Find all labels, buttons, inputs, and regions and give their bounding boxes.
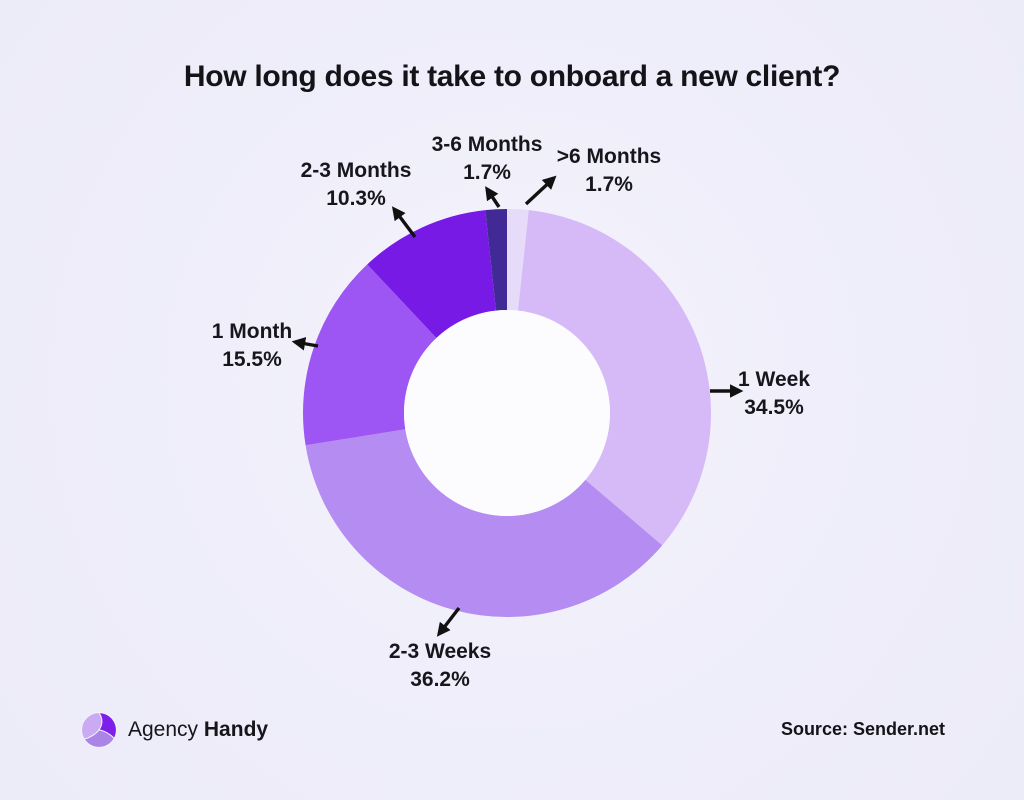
- callout-3-6-months: 3-6 Months 1.7%: [432, 131, 543, 187]
- brand-name-bold: Handy: [203, 718, 269, 741]
- donut-svg: [303, 209, 712, 617]
- donut-slice-2-3-weeks: [305, 429, 663, 617]
- callout-gt6-months: >6 Months 1.7%: [557, 143, 661, 199]
- slice-pct-gt6-months: 1.7%: [585, 173, 633, 196]
- callout-2-3-months: 2-3 Months 10.3%: [301, 157, 412, 213]
- slice-pct-2-3-weeks: 36.2%: [410, 668, 470, 691]
- brand-logo-icon: [81, 712, 117, 748]
- donut-slice-2-3-months: [367, 210, 497, 338]
- source-credit: Source: Sender.net: [780, 719, 945, 739]
- slice-pct-1-week: 34.5%: [744, 396, 804, 419]
- callout-2-3-weeks: 2-3 Weeks 36.2%: [389, 638, 491, 694]
- slice-label-1-week: 1 Week: [738, 368, 810, 391]
- brand-logo: Agency Handy: [80, 711, 268, 749]
- donut-chart: [297, 203, 717, 623]
- slice-label-1-month: 1 Month: [211, 320, 293, 343]
- brand-name: Agency Handy: [128, 718, 268, 742]
- donut-slice-1-week: [517, 210, 712, 546]
- slice-label-2-3-months: 2-3 Months: [300, 159, 412, 182]
- slice-pct-2-3-months: 10.3%: [326, 187, 386, 210]
- slice-label-3-6-months: 3-6 Months: [431, 133, 543, 156]
- chart-title: How long does it take to onboard a new c…: [183, 60, 841, 93]
- donut-slice-6-months: [507, 209, 529, 311]
- donut-slice-1-month: [303, 264, 437, 446]
- logo-petal-light: [81, 712, 103, 740]
- callout-1-month: 1 Month 15.5%: [212, 318, 292, 374]
- slice-label-gt6-months: >6 Months: [556, 145, 662, 168]
- brand-name-regular: Agency: [128, 718, 199, 741]
- donut-hole: [404, 310, 610, 516]
- donut-slice-3-6-months: [485, 209, 507, 311]
- slice-pct-3-6-months: 1.7%: [463, 161, 511, 184]
- callout-1-week: 1 Week 34.5%: [738, 366, 810, 422]
- slice-pct-1-month: 15.5%: [222, 348, 282, 371]
- slice-label-2-3-weeks: 2-3 Weeks: [388, 640, 492, 663]
